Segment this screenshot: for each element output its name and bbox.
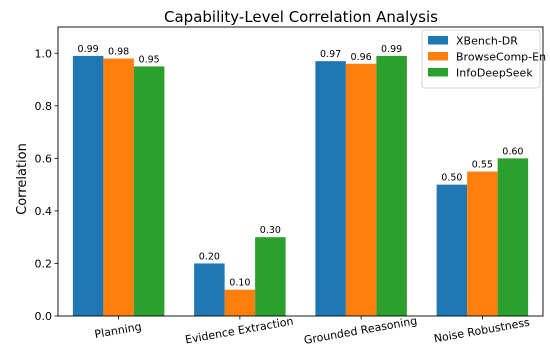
y-tick-label: 0.2 [35, 257, 53, 270]
x-tick-label: Evidence Extraction [184, 315, 294, 347]
legend-label: XBench-DR [456, 35, 518, 48]
data-label: 0.96 [351, 52, 372, 63]
y-tick-label: 1.0 [35, 47, 53, 60]
bar-browsecomp-en-2 [345, 63, 377, 316]
data-label: 0.97 [320, 49, 341, 60]
data-label: 0.30 [260, 225, 281, 236]
y-tick-label: 0.4 [35, 205, 53, 218]
x-tick-label: Noise Robustness [433, 316, 531, 346]
bar-infodeepseek-0 [133, 66, 165, 316]
legend-swatch [428, 68, 448, 77]
legend: XBench-DR BrowseComp-En InfoDeepSeek [421, 29, 546, 89]
x-ticks: Planning Evidence Extraction Grounded Reas… [94, 314, 531, 347]
chart-title: Capability-Level Correlation Analysis [164, 8, 438, 26]
data-label: 0.98 [108, 47, 129, 58]
x-tick-label: Planning [94, 320, 143, 341]
bar-browsecomp-en-1 [224, 289, 256, 316]
data-label: 0.10 [229, 278, 250, 289]
bar-browsecomp-en-3 [467, 171, 498, 316]
legend-swatch [428, 52, 448, 61]
y-tick-label: 0.6 [35, 152, 53, 165]
bar-xbench-dr-1 [194, 263, 225, 316]
legend-label: InfoDeepSeek [456, 67, 533, 80]
data-label: 0.20 [199, 251, 220, 262]
bar-infodeepseek-2 [376, 55, 407, 317]
bar-infodeepseek-1 [255, 237, 286, 316]
legend-label: BrowseComp-En [456, 51, 546, 64]
plot-frame [57, 26, 544, 317]
y-tick-label: 0.8 [35, 100, 53, 113]
legend-swatch [428, 36, 448, 45]
bar-browsecomp-en-0 [103, 58, 134, 316]
legend-box [421, 29, 541, 89]
data-label: 0.60 [502, 146, 523, 157]
data-label: 0.55 [472, 160, 493, 171]
data-label: 0.50 [441, 173, 462, 184]
data-labels-layer: 0.99 0.98 0.95 0.20 0.10 0.30 0.97 0.96 0.99 0.50… [78, 44, 524, 289]
x-tick-label: Grounded Reasoning [303, 314, 418, 347]
data-label: 0.99 [78, 44, 99, 55]
bar-xbench-dr-0 [72, 55, 104, 317]
data-label: 0.95 [139, 54, 160, 65]
bar-xbench-dr-3 [436, 184, 468, 316]
bars-layer [72, 55, 529, 317]
data-label: 0.99 [381, 44, 402, 55]
bar-xbench-dr-2 [315, 61, 346, 317]
y-axis-label: Correlation [15, 143, 30, 215]
y-ticks: 0.0 0.2 0.4 0.6 0.8 1.0 [35, 47, 58, 323]
y-tick-label: 0.0 [35, 310, 53, 323]
bar-infodeepseek-3 [497, 158, 529, 316]
